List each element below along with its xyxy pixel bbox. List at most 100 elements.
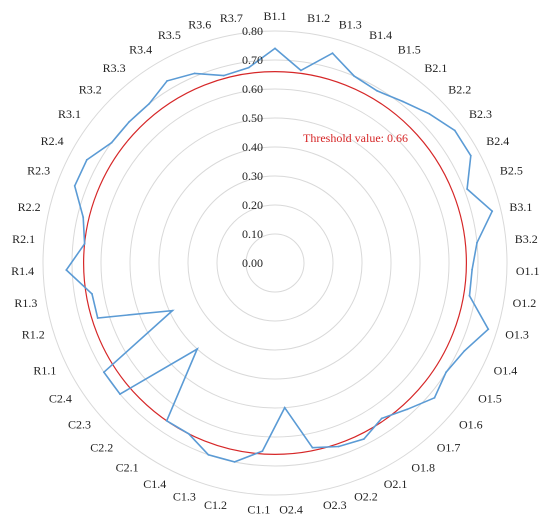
data-point-B2.4 [469, 154, 472, 157]
threshold-layer [83, 71, 467, 455]
data-point-B1.1 [274, 47, 276, 50]
category-label: R1.2 [22, 327, 45, 341]
tick-label: 0.60 [242, 82, 263, 96]
grid-circle [158, 146, 392, 380]
data-point-O1.3 [487, 328, 490, 331]
data-point-B2.2 [428, 112, 431, 115]
category-label: B3.1 [509, 200, 532, 214]
category-label: C2.1 [116, 461, 139, 475]
category-label: R3.3 [103, 61, 126, 75]
data-point-R3.2 [128, 121, 131, 123]
data-point-R1.4 [65, 269, 68, 271]
grid-circle [129, 117, 421, 409]
category-label: R1.3 [14, 296, 37, 310]
category-label: O1.3 [505, 327, 529, 341]
tick-label: 0.80 [242, 24, 263, 38]
series-line [65, 47, 494, 463]
category-label: C1.1 [247, 503, 270, 517]
data-point-C1.2 [233, 461, 236, 463]
category-label: O1.4 [494, 363, 518, 377]
data-point-B1.3 [331, 52, 334, 55]
data-point-O1.7 [406, 408, 409, 411]
category-label: O2.1 [384, 477, 408, 491]
category-label: O2.4 [279, 503, 303, 517]
grid-circle [42, 30, 508, 496]
data-point-O2.2 [337, 445, 340, 448]
data-point-O1.2 [468, 294, 471, 297]
series-layer [65, 47, 494, 463]
grid-circle [245, 233, 305, 293]
threshold-circle [83, 71, 467, 455]
data-point-R2.2 [82, 216, 85, 219]
category-label: R3.6 [188, 18, 211, 32]
data-point-R2.3 [73, 185, 76, 187]
category-label: B3.2 [515, 232, 538, 246]
data-point-B3.2 [476, 241, 478, 244]
category-label: R3.4 [129, 43, 152, 57]
category-label: R3.7 [220, 11, 243, 25]
data-point-R3.6 [222, 74, 225, 77]
category-label: C1.3 [173, 490, 196, 504]
data-point-B3.1 [491, 210, 494, 213]
category-label: B2.1 [424, 61, 447, 75]
data-point-C1.3 [207, 453, 210, 456]
data-point-B1.5 [376, 89, 378, 92]
grid-circle [187, 175, 363, 351]
data-point-R1.1 [171, 309, 174, 312]
category-labels: B1.1 B1.2 B1.3 B1.4 B1.5B2.1B2.2 B2.3 B2.4 B2.5… [11, 9, 539, 517]
category-label: R3.1 [58, 107, 81, 121]
category-label: B1.4 [369, 28, 392, 42]
data-point-R3.4 [166, 80, 169, 82]
category-label: B1.2 [307, 11, 330, 25]
category-label: B2.5 [500, 163, 523, 177]
category-label: O1.6 [459, 418, 483, 432]
data-point-O1.8 [380, 417, 383, 420]
category-label: R3.2 [79, 83, 102, 97]
tick-label: 0.30 [242, 169, 263, 183]
category-label: B1.5 [398, 43, 421, 57]
data-point-R3.1 [110, 141, 113, 144]
data-point-O1.6 [433, 396, 436, 399]
data-point-O2.4 [283, 406, 286, 409]
data-point-R1.3 [91, 293, 93, 295]
data-point-O1.1 [471, 268, 473, 271]
data-point-R3.7 [247, 66, 250, 69]
category-label: B2.3 [469, 107, 492, 121]
tick-label: 0.50 [242, 111, 263, 125]
category-label: O1.7 [437, 441, 461, 455]
category-label: R2.2 [18, 200, 41, 214]
data-point-R2.1 [83, 242, 86, 245]
data-point-C1.1 [261, 450, 264, 452]
data-point-C2.4 [103, 371, 105, 374]
category-label: R2.3 [27, 163, 50, 177]
data-point-R1.2 [96, 317, 99, 319]
category-label: O1.1 [516, 264, 540, 278]
data-point-O2.3 [311, 446, 314, 449]
data-point-C1.4 [187, 432, 190, 435]
data-point-R3.5 [193, 72, 196, 75]
data-point-O1.5 [445, 371, 447, 374]
category-label: R2.4 [41, 134, 64, 148]
data-point-O2.1 [363, 438, 365, 440]
category-label: B2.4 [486, 134, 509, 148]
tick-labels: 0.00 0.10 0.20 0.30 0.40 0.50 0.60 0.70 0.80 [242, 24, 263, 270]
grid-circle [100, 88, 450, 438]
category-label: C2.3 [68, 418, 91, 432]
data-point-C2.3 [119, 393, 121, 395]
category-label: R2.1 [12, 232, 35, 246]
tick-label: 0.40 [242, 140, 263, 154]
category-label: B2.2 [448, 83, 471, 97]
data-point-B1.4 [353, 75, 356, 77]
data-point-C2.2 [196, 348, 199, 350]
data-point-R3.3 [148, 102, 151, 105]
category-label: C2.4 [49, 392, 72, 406]
data-point-B2.3 [453, 129, 456, 132]
category-label: R1.4 [11, 264, 34, 278]
data-point-B2.5 [466, 188, 468, 190]
category-label: O1.5 [478, 392, 502, 406]
category-label: C1.4 [143, 477, 166, 491]
category-label: B1.1 [263, 9, 286, 23]
tick-label: 0.70 [242, 53, 263, 67]
tick-label: 0.10 [242, 227, 263, 241]
